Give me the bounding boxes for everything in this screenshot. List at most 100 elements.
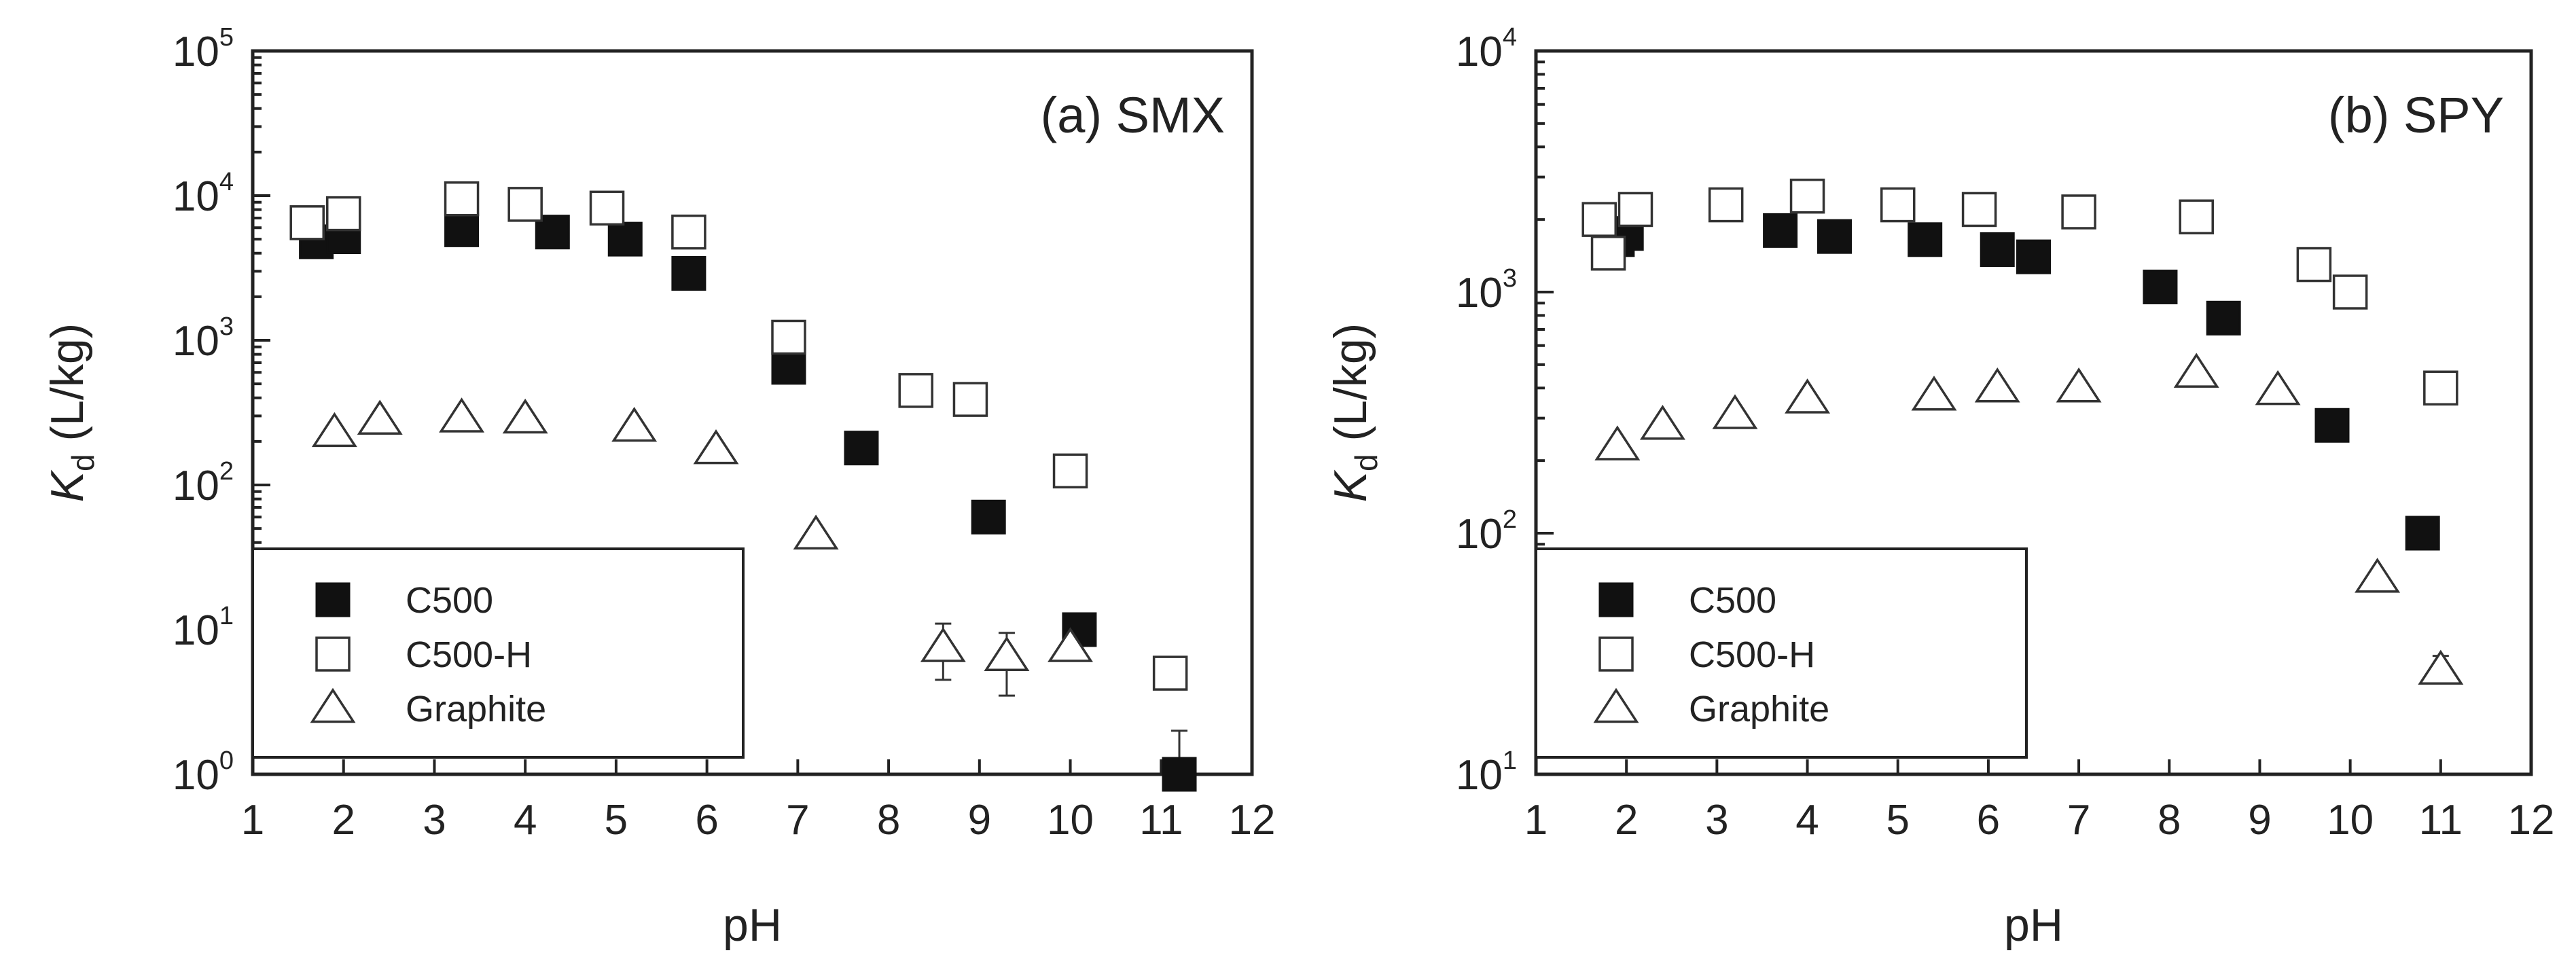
data-point: [2423, 370, 2458, 406]
data-point: [2173, 353, 2219, 388]
data-point: [357, 399, 403, 435]
y-tick-exponent: 1: [219, 602, 234, 630]
legend-marker: [315, 582, 351, 617]
legend-marker: [1598, 582, 1634, 617]
series-open-square: [289, 181, 1188, 691]
y-tick-label: 104: [173, 168, 234, 220]
legend-label: C500: [1689, 580, 1776, 621]
x-tick-label: 12: [1229, 797, 1276, 844]
data-point: [2206, 300, 2241, 336]
data-point: [898, 373, 933, 408]
data-point: [2061, 194, 2096, 230]
y-tick-base: 10: [173, 29, 219, 75]
y-axis-title-subscript: d: [65, 454, 101, 471]
x-tick-label: 11: [2419, 797, 2463, 844]
x-tick-label: 6: [695, 797, 718, 844]
x-tick-label: 2: [1615, 797, 1638, 844]
data-point: [607, 221, 643, 257]
x-tick-label: 1: [1524, 797, 1548, 844]
data-point: [771, 350, 806, 385]
x-tick-label: 4: [514, 797, 537, 844]
y-tick-exponent: 3: [219, 312, 234, 341]
legend-label: C500-H: [1689, 634, 1815, 675]
data-point: [920, 627, 966, 662]
data-point: [693, 429, 739, 465]
x-tick-label: 4: [1795, 797, 1819, 844]
data-point: [952, 382, 988, 417]
data-point: [793, 514, 839, 550]
y-tick-base: 10: [1456, 752, 1503, 799]
data-point: [771, 319, 806, 355]
data-point: [1785, 378, 1831, 414]
y-tick-label: 103: [173, 312, 234, 365]
legend-marker: [1593, 687, 1639, 723]
y-axis-title-symbol: K: [41, 469, 93, 502]
data-point: [1908, 222, 1943, 257]
data-point: [1162, 757, 1197, 792]
data-point: [289, 205, 325, 240]
data-point: [2418, 649, 2464, 685]
data-point: [1974, 367, 2020, 403]
data-point: [1817, 219, 1852, 254]
data-point: [2255, 369, 2301, 405]
data-point: [1911, 376, 1957, 411]
data-point: [1880, 187, 1916, 223]
x-tick-label: 11: [1139, 797, 1183, 844]
data-point: [1594, 425, 1641, 461]
data-point: [2179, 199, 2214, 235]
y-tick-base: 10: [1456, 29, 1503, 75]
x-tick-label: 10: [2327, 797, 2374, 844]
data-point: [439, 397, 485, 433]
x-tick-label: 8: [877, 797, 900, 844]
y-tick-label: 104: [1456, 23, 1517, 75]
x-tick-label: 9: [968, 797, 991, 844]
data-point: [671, 256, 706, 291]
x-tick-label: 10: [1047, 797, 1094, 844]
data-point: [1581, 202, 1617, 237]
data-point: [2143, 269, 2178, 304]
y-axis-title-symbol: K: [1325, 469, 1376, 502]
y-tick-exponent: 3: [1503, 264, 1517, 293]
panel-label: (a) SMX: [1041, 87, 1225, 143]
x-tick-label: 7: [2067, 797, 2090, 844]
series-filled-square: [1600, 213, 2440, 551]
data-point: [1961, 192, 1997, 228]
legend: C500 C500-H Graphite: [251, 547, 745, 759]
data-point: [502, 398, 548, 434]
legend-marker: [1598, 636, 1634, 672]
data-point: [1763, 213, 1798, 248]
x-tick-label: 12: [2508, 797, 2555, 844]
y-axis-title: Kd (L/kg): [1325, 323, 1384, 503]
data-point: [507, 187, 543, 222]
legend-label: C500: [406, 580, 493, 621]
y-tick-base: 10: [173, 607, 219, 654]
y-tick-base: 10: [1456, 511, 1503, 558]
series-open-triangle: [311, 397, 1094, 697]
x-tick-label: 6: [1977, 797, 2000, 844]
data-point: [589, 190, 625, 226]
data-point: [1708, 187, 1744, 223]
legend-label: Graphite: [406, 689, 546, 729]
data-point: [844, 431, 879, 466]
series-filled-square: [299, 212, 1197, 792]
y-tick-exponent: 4: [219, 168, 234, 196]
legend: C500 C500-H Graphite: [1535, 547, 2028, 759]
plot-frame: [251, 49, 1254, 776]
data-point: [444, 181, 480, 217]
data-point: [971, 499, 1006, 535]
x-tick-label: 8: [2158, 797, 2181, 844]
data-point: [984, 636, 1030, 672]
plot-frame: [1534, 49, 2533, 776]
x-tick-label: 7: [786, 797, 809, 844]
y-tick-label: 101: [1456, 746, 1517, 799]
x-tick-label: 1: [241, 797, 264, 844]
data-point: [1617, 192, 1653, 228]
series-open-triangle: [1594, 353, 2464, 685]
data-point: [611, 407, 658, 442]
y-tick-label: 102: [173, 457, 234, 509]
y-tick-base: 10: [1456, 270, 1503, 317]
y-tick-label: 100: [173, 746, 234, 799]
y-tick-exponent: 2: [219, 457, 234, 486]
